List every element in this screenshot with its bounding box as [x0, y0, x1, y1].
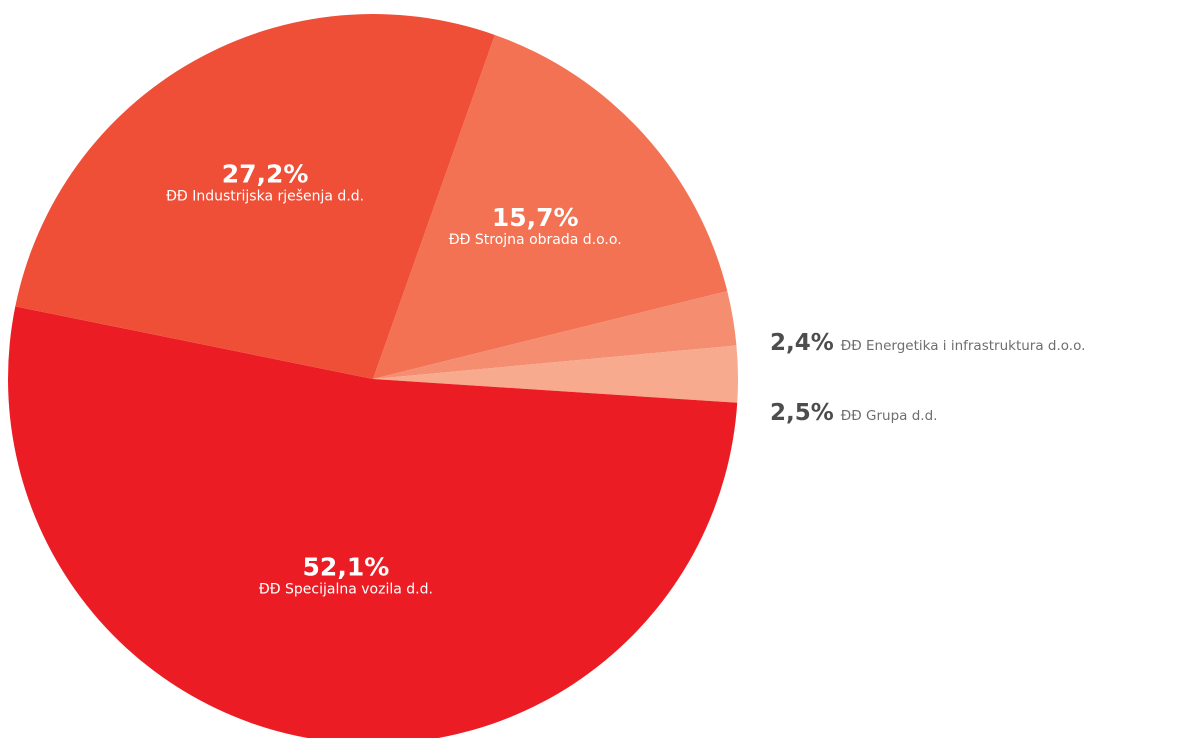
slice-name-label: ĐĐ Strojna obrada d.o.o. [449, 232, 622, 248]
slice-value-label: 52,1% [303, 553, 390, 582]
slice-value-label: 15,7% [492, 203, 579, 232]
slice-name-label: ĐĐ Industrijska rješenja d.d. [166, 188, 364, 204]
pie-slices [8, 14, 739, 738]
pie-slice-dd-energetika-i-infrastruktura-d-o-o [373, 291, 737, 379]
pie-labels: 15,7%ĐĐ Strojna obrada d.o.o. 2,4% ĐĐ Ener… [166, 159, 1085, 597]
slice-name-label: ĐĐ Energetika i infrastruktura d.o.o. [841, 338, 1086, 354]
slice-value-label: 27,2% [222, 159, 309, 188]
slice-value-label: 2,4% [770, 330, 834, 356]
pie-slice-dd-grupa-d-d [373, 345, 739, 403]
slice-outside-label: 2,4% ĐĐ Energetika i infrastruktura d.o.o… [770, 330, 1085, 356]
slice-value-label: 2,5% [770, 400, 834, 426]
slice-outside-label: 2,5% ĐĐ Grupa d.d. [770, 400, 937, 426]
slice-name-label: ĐĐ Grupa d.d. [841, 408, 938, 424]
pie-slice-dd-specijalna-vozila-d-d [8, 306, 738, 738]
pie-slice-dd-industrijska-rjesenja-d-d [15, 14, 495, 380]
pie-slice-dd-strojna-obrada-d-o-o [373, 34, 728, 379]
slice-name-label: ĐĐ Specijalna vozila d.d. [259, 582, 433, 598]
